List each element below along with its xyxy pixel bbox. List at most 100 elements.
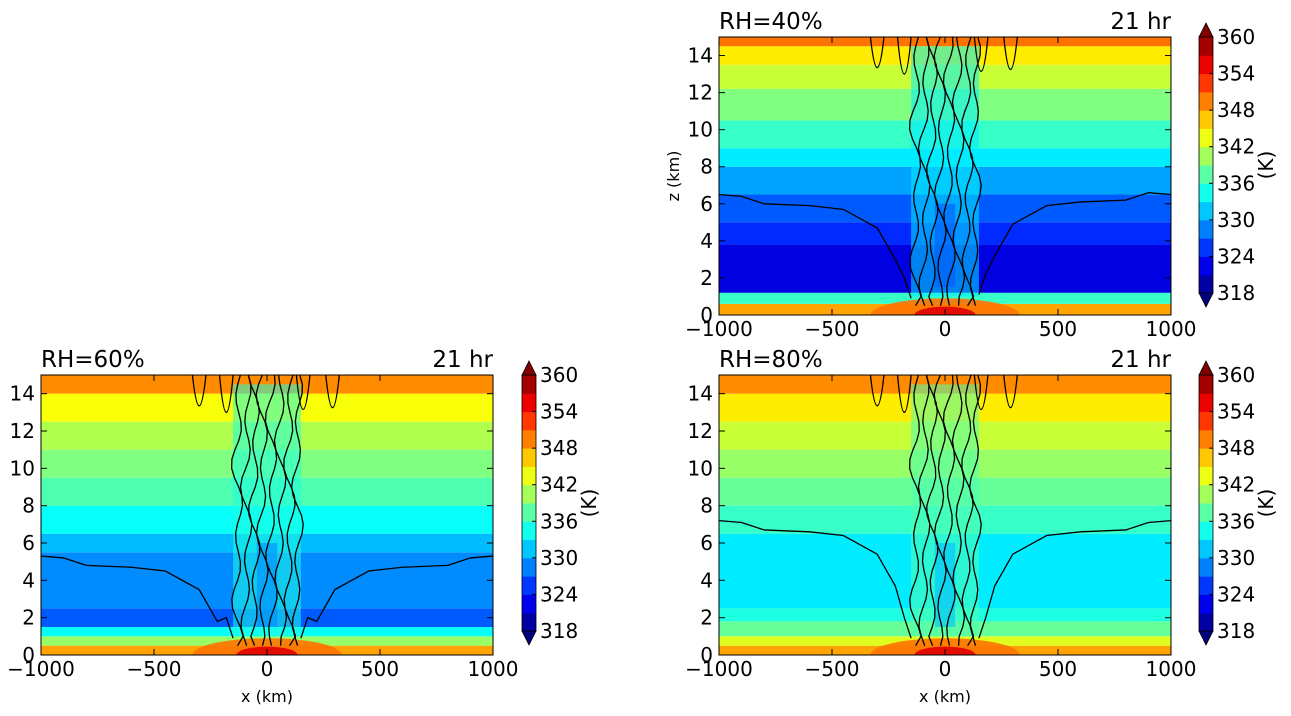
colorbar-level bbox=[1199, 201, 1213, 221]
contours bbox=[719, 37, 1171, 307]
colorbar-tick-label: 324 bbox=[1217, 244, 1255, 268]
colorbar-label: (K) bbox=[1254, 489, 1278, 518]
y-tick-label: 8 bbox=[22, 494, 35, 518]
y-tick-label: 6 bbox=[700, 531, 713, 555]
colorbar-level bbox=[1199, 128, 1213, 148]
y-axis-label: z (km) bbox=[664, 151, 683, 202]
y-tick-label: 14 bbox=[10, 382, 35, 406]
contour-top-2 bbox=[295, 375, 311, 411]
colorbar-tick-label: 348 bbox=[540, 436, 578, 460]
colorbar-level bbox=[522, 521, 536, 541]
colorbar-level bbox=[1199, 274, 1213, 294]
contour-plume-0 bbox=[908, 37, 922, 307]
contour-plume-6 bbox=[283, 375, 297, 647]
x-tick-label: 500 bbox=[1039, 317, 1077, 341]
colorbar-extend-max bbox=[1198, 22, 1214, 38]
contour-plume-2 bbox=[925, 37, 939, 306]
contour-top-0 bbox=[869, 37, 885, 69]
colorbar-tick-label: 348 bbox=[1217, 98, 1255, 122]
colorbar-level bbox=[522, 393, 536, 413]
colorbar-tick-label: 318 bbox=[540, 619, 578, 643]
x-tick-label: 1000 bbox=[468, 657, 519, 681]
panel-title: RH=40% bbox=[719, 9, 823, 35]
colorbar-level bbox=[1199, 521, 1213, 541]
y-tick-label: 2 bbox=[700, 606, 713, 630]
contour-ambient-right bbox=[978, 192, 1171, 295]
colorbar-extend-max bbox=[521, 360, 537, 376]
panel-title: RH=80% bbox=[719, 347, 823, 373]
contour-plume-1 bbox=[239, 375, 253, 646]
contour-top-1 bbox=[896, 37, 912, 75]
contour-ambient-left bbox=[719, 193, 912, 299]
contours bbox=[719, 375, 1171, 647]
y-tick-label: 12 bbox=[10, 419, 35, 443]
colorbar-level bbox=[1199, 219, 1213, 239]
contour-top-1 bbox=[218, 375, 234, 413]
contour-plume-5 bbox=[951, 37, 966, 306]
contour-plume-4 bbox=[264, 375, 278, 646]
contour-plume-3 bbox=[933, 37, 947, 306]
colorbar-level bbox=[1199, 484, 1213, 504]
colorbar-level bbox=[1199, 448, 1213, 467]
contour-plume-2 bbox=[247, 375, 261, 646]
y-tick-label: 10 bbox=[688, 118, 713, 142]
contour-top-0 bbox=[869, 375, 885, 407]
contour-plume-4 bbox=[942, 375, 956, 646]
contour-plume-5 bbox=[273, 375, 288, 646]
x-tick-label: 0 bbox=[261, 657, 274, 681]
y-tick-label: 0 bbox=[700, 303, 713, 327]
colorbar-tick-label: 336 bbox=[540, 509, 578, 533]
colorbar-tick-label: 342 bbox=[1217, 135, 1255, 159]
colorbar-level bbox=[1199, 183, 1213, 203]
y-tick-label: 14 bbox=[688, 382, 713, 406]
y-tick-label: 8 bbox=[700, 494, 713, 518]
contour-plume-0 bbox=[230, 375, 244, 646]
contours bbox=[41, 375, 493, 647]
contour-top-2 bbox=[973, 37, 989, 72]
colorbar-level bbox=[522, 557, 536, 577]
colorbar-level bbox=[522, 503, 536, 522]
x-tick-label: 1000 bbox=[1146, 317, 1197, 341]
colorbar-level bbox=[522, 411, 536, 431]
colorbar-level bbox=[1199, 539, 1213, 559]
colorbar-level bbox=[1199, 503, 1213, 522]
x-tick-label: 500 bbox=[361, 657, 399, 681]
colorbar-extend-max bbox=[1198, 360, 1214, 376]
colorbar-tick-label: 354 bbox=[1217, 62, 1255, 86]
colorbar-frame bbox=[521, 374, 537, 632]
y-tick-label: 0 bbox=[700, 643, 713, 667]
colorbar-level bbox=[1199, 411, 1213, 431]
colorbar-tick-label: 336 bbox=[1217, 509, 1255, 533]
contour-plume-0 bbox=[908, 375, 922, 646]
colorbar-level bbox=[522, 612, 536, 632]
colorbar-tick-label: 360 bbox=[540, 363, 578, 387]
colorbar-level bbox=[1199, 466, 1213, 486]
colorbar-level bbox=[1199, 375, 1213, 394]
y-tick-label: 10 bbox=[688, 456, 713, 480]
x-axis-label: x (km) bbox=[241, 687, 293, 706]
x-tick-label: 1000 bbox=[1146, 657, 1197, 681]
colorbar-tick-label: 318 bbox=[1217, 281, 1255, 305]
heatmap-field bbox=[719, 375, 1171, 655]
contour-plume-7 bbox=[968, 37, 982, 306]
colorbar-level bbox=[522, 375, 536, 394]
colorbar-level bbox=[522, 484, 536, 504]
y-tick-label: 0 bbox=[22, 643, 35, 667]
colorbar-level bbox=[1199, 594, 1213, 614]
contour-ambient-right bbox=[300, 555, 493, 639]
contour-plume-6 bbox=[961, 37, 975, 307]
y-tick-label: 2 bbox=[22, 606, 35, 630]
contour-plume-3 bbox=[933, 375, 947, 646]
colorbar-level bbox=[522, 539, 536, 559]
colorbar-tick-label: 342 bbox=[1217, 473, 1255, 497]
x-tick-label: −500 bbox=[805, 317, 860, 341]
panel-title: RH=60% bbox=[41, 347, 145, 373]
y-tick-label: 8 bbox=[700, 155, 713, 179]
contour-top-2 bbox=[973, 375, 989, 411]
contour-ambient-right bbox=[978, 519, 1171, 639]
colorbar-frame bbox=[1198, 374, 1214, 632]
y-tick-label: 4 bbox=[700, 568, 713, 592]
colorbar: 318 324 330 336 342 348 354 360 (K) bbox=[1198, 22, 1278, 308]
